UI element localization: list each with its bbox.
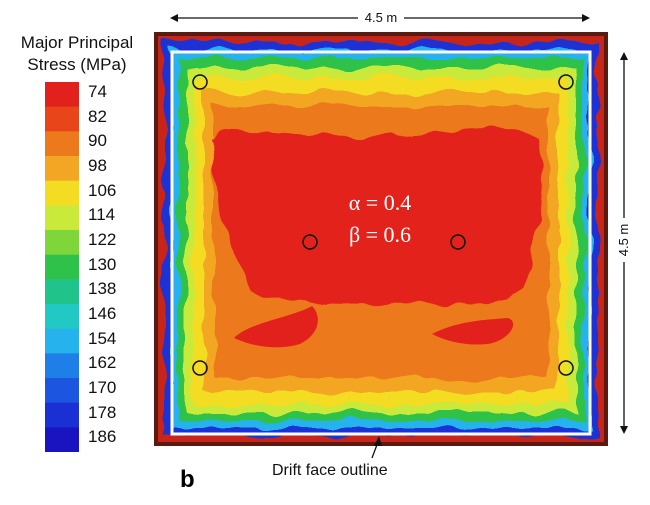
- legend-label: 154: [88, 328, 117, 348]
- legend-swatch: [45, 131, 79, 157]
- arrowhead-right: [582, 14, 590, 22]
- contour-lobe-right: [432, 318, 514, 345]
- outline-callout-arrow: [371, 436, 382, 459]
- legend-swatch: [45, 230, 79, 256]
- arrowhead-left: [170, 14, 178, 22]
- legend-label: 74: [88, 82, 107, 101]
- legend-swatch: [45, 427, 79, 452]
- arrowhead-top: [620, 52, 628, 60]
- legend-label: 106: [88, 180, 117, 200]
- legend-swatch: [45, 106, 79, 132]
- legend-swatch: [45, 156, 79, 182]
- measurement-point-bottom-left: [192, 360, 208, 376]
- legend-label: 178: [88, 402, 117, 422]
- arrowhead-bottom: [620, 426, 628, 434]
- width-label: 4.5 m: [365, 10, 398, 25]
- legend-title-line2: Stress (MPa): [27, 55, 127, 74]
- legend-swatch: [45, 254, 79, 280]
- legend-label: 146: [88, 304, 117, 323]
- legend-label: 138: [88, 279, 117, 299]
- legend-label: 186: [88, 427, 117, 447]
- legend-swatch: [45, 304, 79, 330]
- legend-swatch: [45, 402, 79, 428]
- legend-swatch: [45, 279, 79, 305]
- legend-swatch: [45, 378, 79, 404]
- legend-label: 162: [88, 353, 117, 373]
- measurement-point-center-left: [302, 234, 318, 250]
- legend-label: 122: [88, 230, 117, 249]
- legend-title: Major Principal Stress (MPa): [6, 32, 148, 76]
- measurement-point-bottom-right: [558, 360, 574, 376]
- contour-lobe-left: [234, 306, 318, 348]
- legend-color-bar: [45, 82, 79, 452]
- panel-label: b: [180, 466, 195, 493]
- legend-label: 82: [88, 106, 107, 126]
- legend-label: 98: [88, 156, 107, 175]
- width-dimension: 4.5 m: [170, 10, 590, 25]
- legend-swatch: [45, 328, 79, 354]
- contour-field: [154, 32, 608, 446]
- alpha-parameter: α = 0.4: [349, 190, 411, 215]
- beta-parameter: β = 0.6: [349, 222, 411, 247]
- measurement-point-top-right: [558, 74, 574, 90]
- measurement-point-top-left: [192, 74, 208, 90]
- measurement-points: [192, 74, 574, 376]
- legend-swatch: [45, 180, 79, 206]
- legend-label: 90: [88, 131, 107, 151]
- legend-swatch: [45, 353, 79, 379]
- legend-title-line1: Major Principal: [20, 33, 134, 52]
- legend-label: 170: [88, 378, 117, 397]
- drift-face-outline: [170, 50, 592, 436]
- contour-band-74-core: [212, 127, 543, 305]
- legend-label: 114: [88, 205, 116, 225]
- height-label: 4.5 m: [616, 224, 631, 257]
- outline-caption: Drift face outline: [272, 462, 388, 479]
- measurement-point-center-right: [450, 234, 466, 250]
- height-dimension: 4.5 m: [616, 52, 631, 434]
- legend-swatch: [45, 205, 79, 231]
- legend-swatch: [45, 82, 79, 108]
- legend-label: 130: [88, 254, 117, 274]
